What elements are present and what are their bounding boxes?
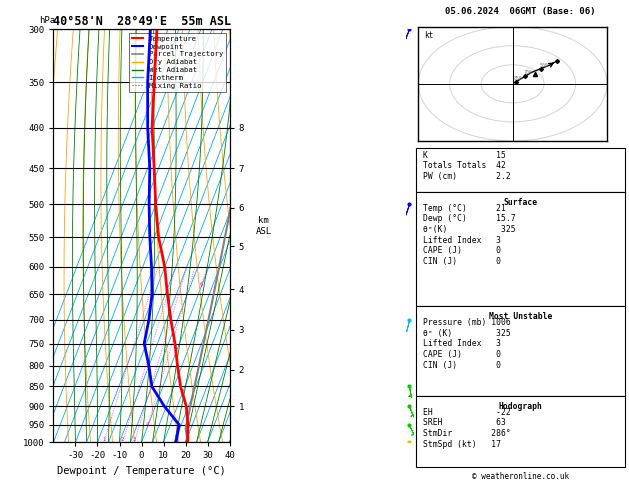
- Bar: [416, 306, 625, 396]
- Text: 3: 3: [133, 437, 136, 442]
- Text: EH             -22: EH -22: [423, 408, 511, 417]
- Text: CAPE (J)       0: CAPE (J) 0: [423, 350, 501, 359]
- Text: 6: 6: [199, 282, 203, 287]
- Text: Dewp (°C)      15.7: Dewp (°C) 15.7: [423, 214, 516, 224]
- Text: Hodograph: Hodograph: [499, 402, 542, 411]
- Text: 700: 700: [524, 70, 532, 75]
- Text: 500: 500: [539, 63, 548, 68]
- Text: CIN (J)        0: CIN (J) 0: [423, 257, 501, 266]
- Text: Temp (°C)      21: Temp (°C) 21: [423, 204, 506, 213]
- Text: 40°58'N  28°49'E  55m ASL: 40°58'N 28°49'E 55m ASL: [53, 15, 231, 28]
- Text: K              15: K 15: [423, 151, 506, 160]
- Text: © weatheronline.co.uk: © weatheronline.co.uk: [472, 472, 569, 481]
- Text: Most Unstable: Most Unstable: [489, 312, 552, 321]
- Text: CIN (J)        0: CIN (J) 0: [423, 361, 501, 370]
- Text: StmSpd (kt)   17: StmSpd (kt) 17: [423, 440, 501, 449]
- Text: Lifted Index   3: Lifted Index 3: [423, 236, 501, 245]
- Text: Surface: Surface: [503, 198, 538, 207]
- X-axis label: Dewpoint / Temperature (°C): Dewpoint / Temperature (°C): [57, 466, 226, 476]
- Bar: [416, 396, 625, 467]
- Text: 850: 850: [515, 76, 523, 81]
- Text: 4: 4: [146, 422, 149, 427]
- Text: θᵉ(K)           325: θᵉ(K) 325: [423, 225, 516, 234]
- Text: θᵉ (K)         325: θᵉ (K) 325: [423, 329, 511, 338]
- Bar: [416, 148, 625, 192]
- Text: 05.06.2024  06GMT (Base: 06): 05.06.2024 06GMT (Base: 06): [445, 7, 596, 17]
- Text: StmDir        286°: StmDir 286°: [423, 429, 511, 438]
- Text: Totals Totals  42: Totals Totals 42: [423, 161, 506, 171]
- Text: Pressure (mb) 1006: Pressure (mb) 1006: [423, 318, 511, 327]
- Bar: [416, 192, 625, 306]
- Text: PW (cm)        2.2: PW (cm) 2.2: [423, 172, 511, 181]
- Text: CAPE (J)       0: CAPE (J) 0: [423, 246, 501, 256]
- Text: kt: kt: [425, 31, 434, 39]
- Y-axis label: km
ASL: km ASL: [255, 216, 272, 236]
- Legend: Temperature, Dewpoint, Parcel Trajectory, Dry Adiabat, Wet Adiabat, Isotherm, Mi: Temperature, Dewpoint, Parcel Trajectory…: [129, 33, 226, 92]
- Text: hPa: hPa: [40, 16, 55, 25]
- Text: 1: 1: [102, 437, 106, 442]
- Text: 2: 2: [121, 437, 125, 442]
- Text: SREH           63: SREH 63: [423, 418, 506, 428]
- Text: Lifted Index   3: Lifted Index 3: [423, 339, 501, 348]
